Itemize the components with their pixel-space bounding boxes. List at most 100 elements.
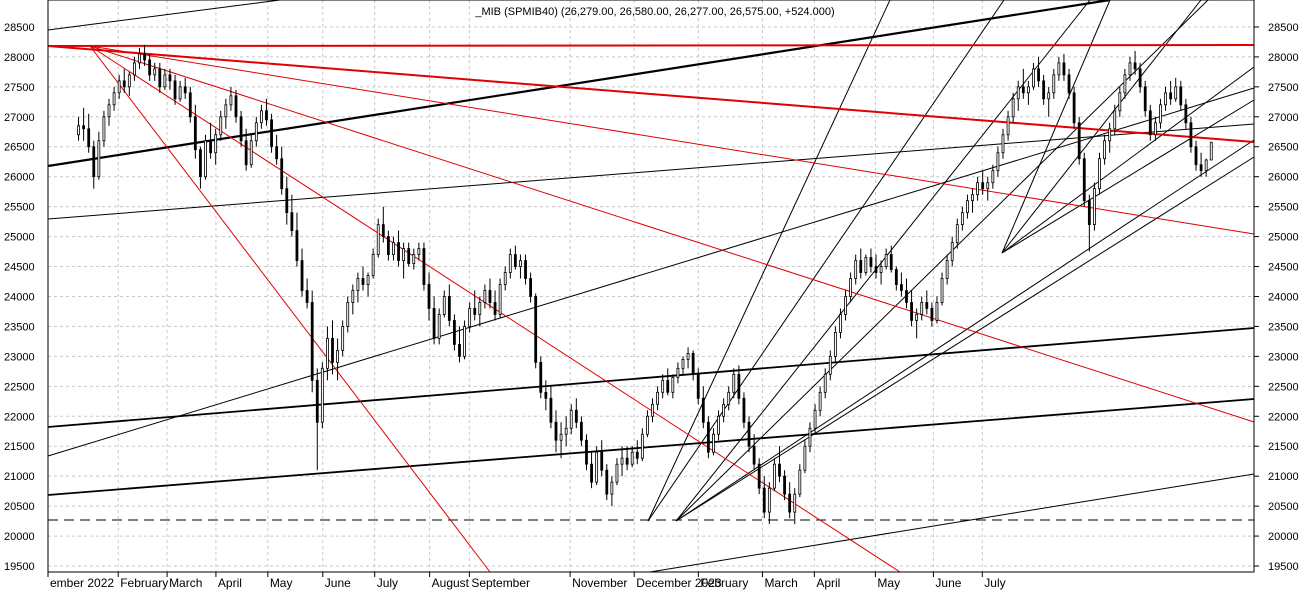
y-tick-label-left: 21000 [4,471,35,483]
candle-body [300,260,304,291]
candle-body [442,296,446,315]
candle-body [1032,68,1035,88]
candle-body [351,290,355,303]
candle-body [112,92,116,106]
candle-body [1123,74,1127,94]
candle-body [158,68,162,88]
candle-body [483,290,487,303]
candle-body [178,86,182,100]
candle-body [691,352,695,375]
candle-body [915,314,919,321]
candle-body [793,493,797,513]
candle-body [214,134,218,154]
y-tick-label-right: 21500 [1268,441,1299,453]
candle-body [605,469,609,495]
candle-body [371,254,375,276]
candle-body [656,391,659,405]
candle-body [778,463,781,477]
candle-body [87,128,91,148]
y-tick-label-left: 21500 [4,441,35,453]
candle-body [275,146,279,160]
y-tick-label-right: 19500 [1268,561,1299,573]
candle-body [1153,122,1157,136]
candle-body [1087,200,1091,226]
candle-body [168,74,172,82]
y-tick-label-left: 23500 [4,321,35,333]
candle-body [376,224,380,255]
x-tick-label: September [471,576,530,590]
candle-body [767,487,771,513]
candle-body [960,212,964,226]
candle-body [127,74,131,88]
y-tick-label-right: 20000 [1268,531,1299,543]
candle-body [884,254,888,267]
x-tick-label: April [218,576,242,590]
y-tick-label-left: 19500 [4,561,35,573]
red-trendline [89,45,1255,235]
candle-body [620,457,624,465]
candle-body [1077,122,1081,160]
candle-body [925,302,929,309]
candle-body [285,188,289,214]
candle-body [1164,92,1167,106]
candle-body [102,116,106,142]
y-tick-label-left: 20500 [4,501,35,513]
candle-body [798,469,802,495]
y-tick-label-right: 20500 [1268,501,1299,513]
candle-body [1128,62,1132,76]
candle-body [422,248,426,285]
candle-body [138,53,141,64]
y-tick-label-right: 27500 [1268,82,1299,94]
candle-body [706,421,710,453]
candle-body [432,308,436,339]
candle-body [600,451,604,471]
candle-body [473,308,477,315]
y-tick-label-right: 22500 [1268,381,1299,393]
candle-body [1184,104,1188,124]
black-trendline [675,0,1091,522]
candle-body [1138,68,1142,88]
y-tick-label-left: 26500 [4,142,35,154]
candle-body [143,53,146,61]
candle-body [478,302,482,315]
candle-body [117,80,121,94]
candle-body [590,463,593,483]
candle-body [193,116,197,151]
candle-body [122,80,126,88]
candle-body [1042,80,1046,100]
y-tick-label-right: 26500 [1268,142,1299,154]
y-tick-label-left: 22000 [4,411,35,423]
y-tick-label-right: 21000 [1268,471,1299,483]
candle-body [849,278,853,297]
black-trendline [47,398,1255,496]
candle-body [1052,74,1056,94]
candle-body [488,290,492,303]
candle-body [1143,86,1147,112]
candle-body [239,116,243,142]
candle-body [148,59,152,76]
candle-body [402,248,406,261]
candle-body [254,122,258,142]
y-tick-label-left: 25000 [4,232,35,244]
candle-body [646,415,649,435]
axis-layer: 19500 19500 20000 20000 20500 20500 21000 21000… [4,0,1299,590]
candle-body [259,110,263,124]
candle-body [188,92,192,118]
candle-body [503,272,507,285]
candle-body [229,95,233,106]
candle-body [803,445,807,471]
black-trendline [649,473,1255,573]
candle-body [1062,62,1066,76]
candle-body [752,445,756,465]
candle-body [889,254,893,270]
candle-body [224,104,228,118]
candle-body [818,391,822,411]
black-trendline [647,0,891,522]
candle-body [1011,98,1015,118]
candle-body [783,475,786,495]
x-tick-label: June [935,576,961,590]
candle-body [265,110,268,121]
black-trendline [47,123,1255,220]
candle-body [1204,159,1208,172]
